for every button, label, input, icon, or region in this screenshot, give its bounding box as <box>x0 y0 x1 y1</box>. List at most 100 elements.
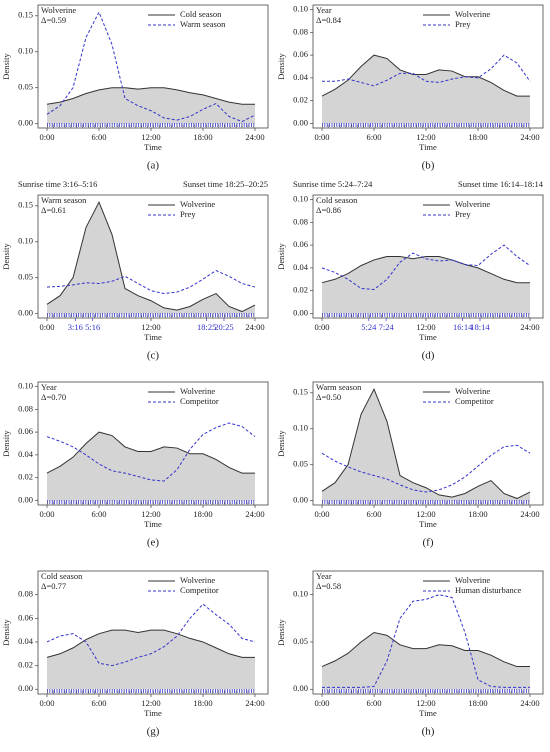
x-axis-title: Time <box>419 142 437 152</box>
x-tick-label: 24:00 <box>245 322 264 332</box>
annotation: Δ=0.61 <box>41 205 66 215</box>
panel-caption: (c) <box>147 350 160 362</box>
x-tick-label: 0:00 <box>314 322 329 332</box>
sun-header: Sunset time 18:25–20:25 <box>183 179 268 189</box>
density-line <box>321 387 531 500</box>
annotation: Δ=0.59 <box>41 15 66 25</box>
annotation: Δ=0.70 <box>41 392 66 402</box>
panel-caption: (a) <box>147 160 160 172</box>
sun-tick-label: 7:24 <box>379 322 395 332</box>
y-tick-label: 0.04 <box>18 449 34 459</box>
y-tick-label: 0.06 <box>18 612 33 622</box>
plot-frame <box>312 194 544 319</box>
x-tick-label: 12:00 <box>141 698 160 708</box>
legend-label: Wolverine <box>180 575 215 585</box>
y-tick-label: 0.06 <box>18 426 33 436</box>
legend-label: Wolverine <box>180 199 215 209</box>
legend-label: Wolverine <box>180 386 215 396</box>
x-tick-label: 6:00 <box>366 132 381 142</box>
legend-label: Prey <box>455 209 471 219</box>
x-tick-label: 18:00 <box>193 698 212 708</box>
density-line <box>46 603 256 667</box>
x-tick-label: 24:00 <box>245 509 264 519</box>
x-tick-label: 0:00 <box>314 132 329 142</box>
x-axis-title: Time <box>144 332 162 342</box>
x-tick-label: 6:00 <box>91 509 106 519</box>
plot-frame <box>312 381 544 506</box>
plot-frame <box>37 381 269 506</box>
x-tick-label: 12:00 <box>416 698 435 708</box>
annotation: Wolverine <box>41 5 76 15</box>
density-area <box>322 256 531 314</box>
x-tick-label: 0:00 <box>39 698 54 708</box>
density-line <box>46 431 256 474</box>
legend-label: Prey <box>180 209 196 219</box>
density-line <box>321 256 531 284</box>
annotation: Warm season <box>316 382 362 392</box>
x-tick-label: 18:00 <box>468 509 487 519</box>
annotation: Δ=0.58 <box>316 581 341 591</box>
y-tick-label: 0.06 <box>293 239 308 249</box>
legend-label: Competitor <box>180 585 219 595</box>
legend-label: Prey <box>455 19 471 29</box>
x-tick-label: 6:00 <box>366 698 381 708</box>
annotation: Year <box>316 571 332 581</box>
x-axis-title: Time <box>419 708 437 718</box>
y-tick-label: 0.02 <box>293 285 308 295</box>
y-tick-label: 0.05 <box>18 82 33 92</box>
density-line <box>46 10 256 123</box>
panel-caption: (b) <box>422 160 435 172</box>
annotation: Δ=0.50 <box>316 392 341 402</box>
y-axis-title: Density <box>276 243 286 270</box>
y-tick-label: 0.15 <box>293 387 308 397</box>
annotation: Warm season <box>41 195 87 205</box>
annotation: Year <box>316 5 332 15</box>
sun-tick-label: 5:16 <box>85 322 100 332</box>
legend-label: Wolverine <box>455 386 490 396</box>
y-tick-label: 0.08 <box>293 26 308 36</box>
y-tick-label: 0.10 <box>18 381 33 391</box>
density-line <box>321 244 531 291</box>
y-axis-title: Density <box>276 619 286 646</box>
y-tick-label: 0.10 <box>18 236 33 246</box>
density-line <box>46 87 256 105</box>
y-tick-label: 0.10 <box>18 46 33 56</box>
y-tick-label: 0.10 <box>293 589 308 599</box>
plot-frame <box>312 570 544 695</box>
x-tick-label: 0:00 <box>39 509 54 519</box>
sun-header: Sunset time 16:14–18:14 <box>458 179 544 189</box>
y-tick-label: 0.04 <box>293 262 309 272</box>
y-tick-label: 0.08 <box>293 216 308 226</box>
x-tick-label: 18:00 <box>468 698 487 708</box>
plot-frame <box>312 4 544 129</box>
x-tick-label: 24:00 <box>520 698 539 708</box>
x-tick-label: 0:00 <box>314 509 329 519</box>
panel-caption: (d) <box>422 350 435 362</box>
y-tick-label: 0.00 <box>293 307 308 317</box>
sun-tick-label: 18:14 <box>470 322 490 332</box>
x-tick-label: 0:00 <box>314 698 329 708</box>
y-tick-label: 0.02 <box>18 472 33 482</box>
density-area <box>322 55 531 124</box>
y-tick-label: 0.04 <box>18 636 34 646</box>
y-tick-label: 0.05 <box>293 636 308 646</box>
panel-caption: (e) <box>147 537 160 549</box>
density-line <box>321 54 531 97</box>
density-area <box>322 632 531 690</box>
y-axis-title: Density <box>276 53 286 80</box>
y-tick-label: 0.10 <box>293 194 308 204</box>
y-axis-title: Density <box>276 430 286 457</box>
density-area <box>47 432 256 501</box>
annotation: Cold season <box>316 195 358 205</box>
y-tick-label: 0.05 <box>18 272 33 282</box>
annotation: Cold season <box>41 571 83 581</box>
sun-tick-label: 16:14 <box>453 322 473 332</box>
y-tick-label: 0.10 <box>293 4 308 14</box>
density-line <box>321 444 531 493</box>
y-tick-label: 0.15 <box>18 200 33 210</box>
legend-label: Competitor <box>455 396 494 406</box>
